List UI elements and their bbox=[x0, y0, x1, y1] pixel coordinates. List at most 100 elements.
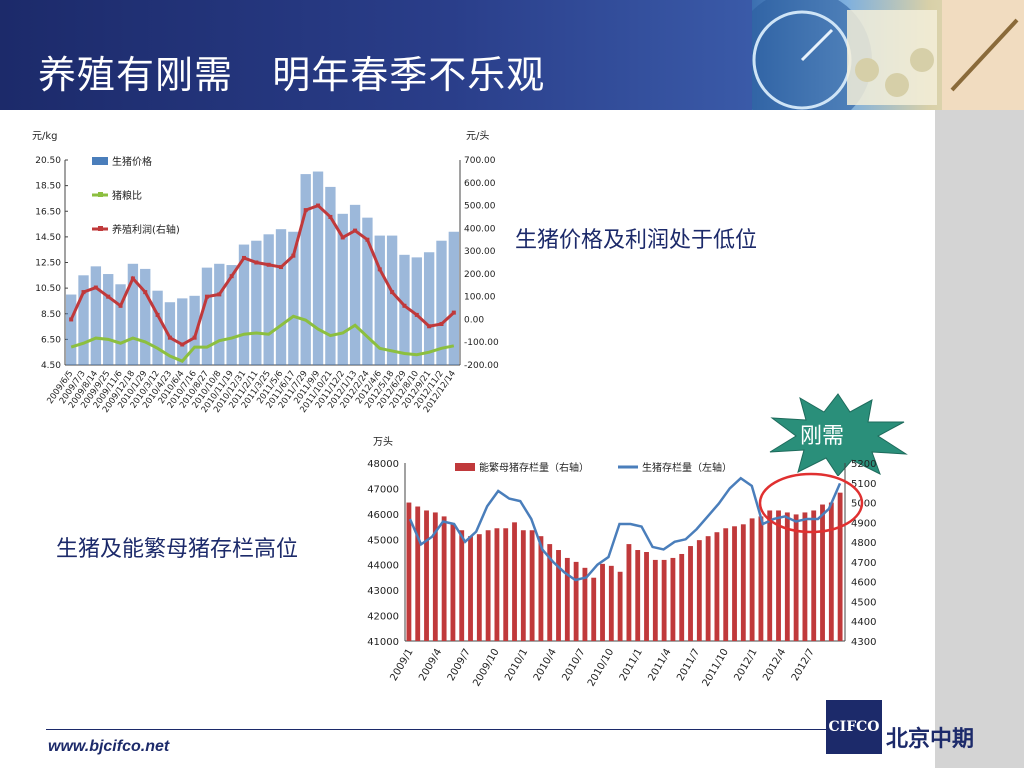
sow-inventory-bar bbox=[837, 492, 843, 641]
sow-inventory-bar bbox=[608, 565, 614, 641]
company-logo: CIFCO bbox=[826, 700, 882, 754]
price-bar bbox=[374, 235, 385, 365]
price-bar bbox=[362, 217, 373, 365]
sow-inventory-bar bbox=[520, 530, 526, 641]
right-tick-label: -100.00 bbox=[464, 338, 499, 348]
left-tick-label: 8.50 bbox=[41, 310, 61, 320]
sow-inventory-bar bbox=[415, 506, 421, 641]
sow-inventory-bar bbox=[600, 563, 605, 641]
profit-marker bbox=[390, 290, 395, 295]
left-axis-unit: 万头 bbox=[373, 436, 393, 448]
page-title: 养殖有刚需 明年春季不乐观 bbox=[38, 53, 546, 97]
price-bar bbox=[251, 240, 262, 365]
sow-inventory-bar bbox=[450, 524, 456, 641]
profit-marker bbox=[427, 324, 432, 329]
price-bar bbox=[164, 302, 176, 365]
right-tick-label: 4700 bbox=[851, 558, 876, 569]
right-tick-label: 300.00 bbox=[464, 247, 496, 257]
profit-marker bbox=[316, 203, 321, 208]
sow-inventory-bar bbox=[432, 512, 438, 641]
right-tick-label: -200.00 bbox=[464, 361, 499, 371]
right-tick-label: 5200 bbox=[851, 459, 876, 470]
legend-swatch bbox=[455, 463, 475, 471]
profit-marker bbox=[180, 342, 185, 347]
note-price-profit: 生猪价格及利润处于低位 bbox=[515, 228, 758, 253]
sow-inventory-bar bbox=[714, 532, 720, 641]
x-tick-label: 2012/7 bbox=[790, 647, 817, 683]
price-bar bbox=[337, 213, 348, 365]
x-tick-label: 2009/10 bbox=[471, 647, 501, 688]
sow-inventory-bar bbox=[441, 516, 447, 641]
price-bar bbox=[448, 231, 459, 365]
legend-marker bbox=[98, 226, 103, 231]
x-tick-label: 2011/7 bbox=[675, 647, 702, 683]
profit-marker bbox=[365, 237, 370, 242]
right-side-strip bbox=[935, 110, 1024, 768]
left-tick-label: 46000 bbox=[367, 510, 399, 521]
sow-inventory-bar bbox=[732, 526, 737, 641]
right-tick-label: 500.00 bbox=[464, 202, 496, 212]
sow-inventory-bar bbox=[556, 550, 561, 641]
profit-marker bbox=[130, 276, 135, 281]
note-inventory: 生猪及能繁母猪存栏高位 bbox=[56, 537, 299, 562]
profit-marker bbox=[266, 262, 271, 267]
sow-inventory-bar bbox=[617, 571, 623, 641]
price-bar bbox=[349, 204, 361, 365]
footer-url[interactable]: www.bjcifco.net bbox=[48, 738, 170, 755]
sow-inventory-bar bbox=[503, 528, 509, 641]
ratio-line bbox=[70, 314, 455, 363]
sow-inventory-bar bbox=[512, 522, 517, 641]
profit-marker bbox=[106, 294, 111, 299]
price-bar bbox=[226, 265, 237, 365]
profit-marker bbox=[155, 312, 160, 317]
hog-inventory-chart: 万头 48000 47000 46000 45000 44000 43000 42000 410… bbox=[367, 436, 876, 688]
hog-inventory-line bbox=[408, 476, 842, 582]
sow-inventory-bar bbox=[820, 504, 825, 641]
x-tick-label: 2012/4 bbox=[761, 647, 788, 683]
left-tick-label: 41000 bbox=[367, 637, 399, 648]
badge-label: 刚需 bbox=[800, 424, 845, 449]
profit-marker bbox=[93, 285, 98, 290]
right-tick-label: 5100 bbox=[851, 479, 876, 490]
sow-inventory-bar bbox=[767, 510, 773, 641]
sow-inventory-bar bbox=[793, 514, 799, 641]
company-name: 北京中期 bbox=[886, 727, 975, 752]
legend-label: 生猪存栏量（左轴） bbox=[642, 461, 732, 474]
x-tick-label: 2012/1 bbox=[732, 647, 759, 683]
price-bar bbox=[127, 263, 139, 365]
header-photo bbox=[752, 0, 1024, 110]
profit-marker bbox=[414, 312, 419, 317]
profit-marker bbox=[217, 292, 222, 297]
x-tick-label: 2011/4 bbox=[646, 647, 673, 683]
left-tick-label: 14.50 bbox=[35, 233, 61, 243]
right-tick-label: 100.00 bbox=[464, 293, 496, 303]
footer-divider bbox=[46, 729, 826, 730]
x-tick-label: 2010/7 bbox=[560, 647, 587, 683]
left-tick-label: 42000 bbox=[367, 612, 399, 623]
legend-label: 生猪价格 bbox=[112, 155, 152, 168]
sow-inventory-bar bbox=[582, 567, 588, 641]
profit-marker bbox=[229, 274, 234, 279]
profit-marker bbox=[291, 253, 296, 258]
sow-inventory-bar bbox=[644, 552, 649, 641]
price-bar bbox=[399, 254, 410, 365]
price-bar bbox=[66, 294, 77, 365]
profit-marker bbox=[192, 335, 197, 340]
sow-inventory-bar bbox=[723, 528, 729, 641]
sow-inventory-bar bbox=[696, 540, 702, 641]
price-bar bbox=[78, 275, 89, 365]
price-bar bbox=[312, 171, 324, 365]
profit-marker bbox=[340, 235, 345, 240]
profit-line bbox=[69, 203, 455, 347]
left-tick-label: 20.50 bbox=[35, 156, 61, 166]
profit-marker bbox=[204, 294, 209, 299]
right-tick-label: 4900 bbox=[851, 518, 876, 529]
sow-inventory-bar bbox=[688, 546, 693, 641]
right-tick-label: 4500 bbox=[851, 597, 876, 608]
sow-inventory-bar bbox=[468, 536, 473, 641]
profit-marker bbox=[353, 228, 358, 233]
profit-marker bbox=[279, 265, 284, 270]
right-tick-label: 4400 bbox=[851, 617, 876, 628]
price-bar bbox=[288, 231, 299, 365]
price-bar bbox=[140, 268, 151, 365]
